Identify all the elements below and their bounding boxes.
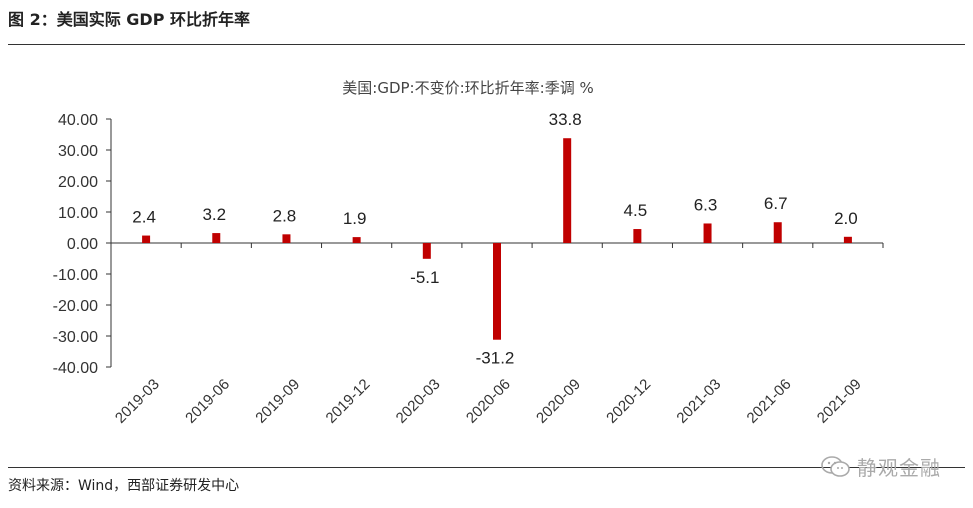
data-label: 2.8 <box>273 206 297 225</box>
x-tick-label: 2020-03 <box>393 376 444 427</box>
x-tick-label: 2021-03 <box>673 376 724 427</box>
y-tick-label: -40.00 <box>53 360 98 377</box>
data-label: 1.9 <box>343 209 367 228</box>
y-tick-label: 30.00 <box>58 143 98 160</box>
data-label: -31.2 <box>476 349 515 368</box>
bar <box>212 233 221 243</box>
y-axis: 40.00 30.00 20.00 10.00 0.00 -10.00 -20.00 -30.… <box>53 112 112 377</box>
bar <box>773 222 782 243</box>
bar <box>422 243 431 259</box>
bar <box>563 138 572 243</box>
bars <box>142 138 852 340</box>
x-tick-label: 2019-09 <box>252 376 303 427</box>
y-tick-label: -30.00 <box>53 329 98 346</box>
bar <box>843 236 852 243</box>
watermark-text: 静观金融 <box>857 456 941 480</box>
x-tick-label: 2020-09 <box>533 376 584 427</box>
watermark: 静观金融 <box>821 452 941 481</box>
wechat-icon <box>821 455 850 477</box>
bar <box>493 243 501 340</box>
y-tick-label: 10.00 <box>58 205 98 222</box>
data-label: 2.0 <box>834 209 858 228</box>
x-tick-label: 2021-09 <box>814 376 865 427</box>
source-note: 资料来源：Wind，西部证券研发中心 <box>8 478 240 494</box>
bar <box>703 223 712 243</box>
bar <box>633 229 642 243</box>
x-tick-label: 2019-12 <box>323 376 374 427</box>
x-tick-label: 2019-03 <box>112 376 163 427</box>
y-tick-label: -20.00 <box>53 298 98 315</box>
y-tick-label: 40.00 <box>58 112 98 129</box>
bar <box>282 234 291 243</box>
x-tick-label: 2021-06 <box>744 376 795 427</box>
bottom-divider <box>8 467 965 468</box>
data-label: -5.1 <box>410 268 439 287</box>
chart-title: 美国:GDP:不变价:环比折年率:季调 % <box>342 79 593 97</box>
data-label: 33.8 <box>549 110 582 129</box>
x-tick-label: 2020-06 <box>463 376 514 427</box>
data-label: 2.4 <box>132 208 156 227</box>
y-tick-label: 20.00 <box>58 174 98 191</box>
bar-chart: 美国:GDP:不变价:环比折年率:季调 % 40.00 30.00 20.00 10.… <box>53 79 884 427</box>
data-labels: 2.4 3.2 2.8 1.9 -5.1 -31.2 33.8 4.5 6.3 6.7 2.0 <box>132 110 857 368</box>
bar <box>142 235 151 243</box>
top-divider <box>8 44 965 45</box>
x-tick-label: 2019-06 <box>182 376 233 427</box>
data-label: 3.2 <box>202 205 226 224</box>
bar <box>352 237 361 243</box>
y-tick-label: 0.00 <box>67 236 98 253</box>
figure-title: 图 2：美国实际 GDP 环比折年率 <box>8 10 250 29</box>
data-label: 6.7 <box>764 194 788 213</box>
data-label: 6.3 <box>694 195 718 214</box>
data-label: 4.5 <box>624 201 648 220</box>
y-tick-label: -10.00 <box>53 267 98 284</box>
x-tick-label: 2020-12 <box>603 376 654 427</box>
